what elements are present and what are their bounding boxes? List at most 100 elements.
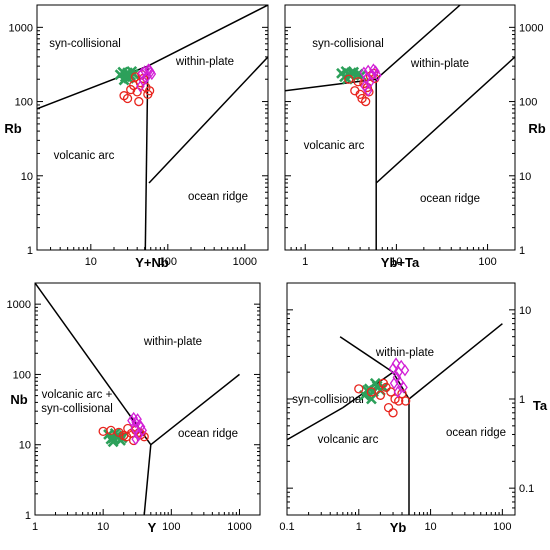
- field-label: volcanic arc: [54, 150, 115, 162]
- boundary-line: [287, 406, 344, 441]
- field-boundaries: [287, 323, 503, 515]
- field-label: volcanic arc: [304, 140, 365, 152]
- point-diamond: [371, 65, 380, 78]
- x-axis-label: Yb: [390, 520, 407, 535]
- y-tick-label: 10: [519, 305, 531, 317]
- point-diamond: [393, 385, 403, 399]
- y-axis-label: Ta: [533, 398, 548, 413]
- point-diamond: [389, 377, 399, 390]
- x-tick-label: 1: [356, 521, 362, 533]
- y-tick-label: 1: [25, 510, 31, 522]
- point-cross: [121, 69, 132, 81]
- point-diamond: [146, 65, 156, 79]
- point-circle: [134, 96, 144, 107]
- field-label: volcanic arc + syn-collisional: [41, 389, 113, 415]
- point-diamond: [399, 381, 408, 394]
- point-circle: [388, 408, 398, 418]
- data-points: [98, 411, 149, 448]
- plot-frame: [284, 4, 516, 251]
- x-tick-label: 10: [97, 521, 109, 533]
- y-tick-label: 1: [27, 245, 33, 257]
- field-boundaries: [35, 283, 240, 515]
- point-diamond: [400, 364, 410, 377]
- x-tick-label: 100: [159, 256, 177, 268]
- point-diamond: [369, 63, 378, 76]
- y-axis-label: Nb: [10, 392, 27, 407]
- x-tick-label: 100: [162, 521, 180, 533]
- point-diamond: [391, 357, 401, 370]
- data-points: [354, 357, 411, 418]
- point-diamond: [133, 413, 142, 426]
- point-circle: [375, 390, 386, 400]
- boundary-line: [375, 56, 515, 184]
- point-diamond: [131, 415, 140, 429]
- boundary-line: [144, 66, 149, 250]
- point-circle: [122, 93, 133, 104]
- field-label: ocean ridge: [420, 193, 480, 205]
- x-axis-label: Y: [148, 520, 157, 535]
- x-axis-label: Y+Nb: [135, 255, 169, 270]
- plot-frame: [34, 282, 261, 516]
- y-tick-label: 1: [519, 394, 525, 406]
- field-label: within-plate: [143, 336, 202, 348]
- point-circle: [114, 427, 124, 437]
- x-tick-label: 1: [302, 256, 308, 268]
- boundary-line: [147, 5, 268, 67]
- point-diamond: [138, 424, 147, 437]
- point-circle: [394, 396, 404, 406]
- data-points: [114, 63, 157, 107]
- y-tick-label: 100: [13, 369, 31, 381]
- point-diamond: [363, 84, 373, 97]
- y-tick-label: 10: [19, 440, 31, 452]
- x-tick-label: 10: [424, 521, 436, 533]
- point-circle: [144, 86, 155, 96]
- point-cross: [366, 393, 377, 405]
- x-tick-label: 10: [85, 256, 97, 268]
- x-tick-label: 10: [390, 256, 402, 268]
- y-tick-label: 0.1: [519, 483, 534, 495]
- panel-4: 0.1 1 10 100 0.1 1 10 Yb Ta within-plate syn-colli…: [279, 282, 548, 535]
- boundary-line: [339, 336, 394, 373]
- x-tick-label: 100: [478, 256, 496, 268]
- boundary-line: [35, 283, 152, 446]
- y-axis-label: Rb: [528, 121, 545, 136]
- y-tick-label: 1: [519, 245, 525, 257]
- point-cross: [369, 377, 381, 389]
- point-diamond: [134, 429, 143, 442]
- field-label: ocean ridge: [178, 428, 238, 440]
- data-points: [336, 63, 382, 107]
- field-label: syn-collisional: [312, 38, 384, 50]
- panel-2: 1 10 100 1 10 100 1000 Yb+Ta Rb syn-collisional wi…: [284, 4, 546, 270]
- field-label: within-plate: [410, 58, 469, 70]
- point-circle: [130, 72, 141, 82]
- y-tick-label: 1000: [7, 299, 31, 311]
- point-circle: [401, 396, 411, 406]
- y-tick-label: 1000: [519, 22, 543, 34]
- y-tick-label: 100: [15, 97, 33, 109]
- panel-3: 1 10 100 1000 1 10 100 1000 Y Nb within-plate volca…: [7, 282, 261, 535]
- point-diamond: [136, 420, 146, 433]
- point-circle: [121, 432, 132, 442]
- y-tick-label: 100: [519, 97, 537, 109]
- boundary-line: [148, 56, 268, 184]
- x-tick-label: 100: [493, 521, 511, 533]
- point-diamond: [141, 72, 151, 85]
- point-circle: [378, 378, 389, 388]
- point-circle: [360, 96, 371, 107]
- point-cross: [361, 384, 373, 396]
- point-circle: [366, 387, 377, 397]
- field-label: syn-collisional: [292, 394, 364, 406]
- point-circle: [353, 77, 363, 87]
- field-label: within-plate: [175, 56, 234, 68]
- boundary-line: [150, 373, 240, 446]
- point-diamond: [366, 75, 375, 88]
- boundary-line: [408, 323, 503, 400]
- point-cross: [107, 436, 119, 448]
- point-circle: [362, 82, 372, 93]
- field-label: syn-collisional: [49, 38, 121, 50]
- point-circle: [344, 74, 354, 84]
- panel-1: 10 100 1000 1 10 100 1000 Y+Nb Rb syn-collisional…: [4, 4, 269, 270]
- point-cross: [341, 73, 353, 85]
- x-tick-label: 0.1: [279, 521, 294, 533]
